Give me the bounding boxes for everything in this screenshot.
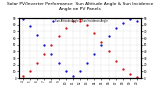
Sun Incidence Angle bbox=[50, 44, 52, 45]
Sun Altitude Angle bbox=[79, 71, 81, 72]
Sun Incidence Angle bbox=[65, 27, 67, 29]
Sun Altitude Angle bbox=[29, 25, 31, 27]
Sun Incidence Angle bbox=[29, 71, 31, 72]
Sun Incidence Angle bbox=[122, 68, 124, 69]
Sun Altitude Angle bbox=[72, 75, 74, 77]
Legend: Sun Altitude Angle, Sun Incidence Angle: Sun Altitude Angle, Sun Incidence Angle bbox=[52, 19, 108, 23]
Sun Incidence Angle bbox=[108, 51, 110, 52]
Sun Incidence Angle bbox=[43, 53, 45, 55]
Sun Altitude Angle bbox=[115, 27, 117, 29]
Sun Incidence Angle bbox=[36, 63, 38, 64]
Sun Incidence Angle bbox=[58, 35, 60, 37]
Line: Sun Incidence Angle: Sun Incidence Angle bbox=[22, 18, 138, 78]
Text: Solar PV/Inverter Performance  Sun Altitude Angle & Sun Incidence Angle on PV Pa: Solar PV/Inverter Performance Sun Altitu… bbox=[7, 2, 153, 11]
Sun Altitude Angle bbox=[108, 35, 110, 37]
Sun Altitude Angle bbox=[129, 19, 131, 20]
Sun Incidence Angle bbox=[72, 21, 74, 22]
Sun Incidence Angle bbox=[100, 41, 102, 43]
Sun Incidence Angle bbox=[129, 73, 131, 75]
Sun Incidence Angle bbox=[136, 76, 138, 77]
Sun Altitude Angle bbox=[22, 19, 24, 20]
Sun Altitude Angle bbox=[58, 63, 60, 64]
Sun Incidence Angle bbox=[22, 75, 24, 77]
Sun Altitude Angle bbox=[36, 34, 38, 35]
Sun Incidence Angle bbox=[93, 32, 95, 33]
Sun Incidence Angle bbox=[79, 19, 81, 20]
Sun Altitude Angle bbox=[93, 53, 95, 55]
Line: Sun Altitude Angle: Sun Altitude Angle bbox=[22, 18, 138, 77]
Sun Incidence Angle bbox=[86, 24, 88, 25]
Sun Altitude Angle bbox=[86, 63, 88, 64]
Sun Altitude Angle bbox=[136, 20, 138, 21]
Sun Altitude Angle bbox=[43, 44, 45, 45]
Sun Incidence Angle bbox=[115, 60, 117, 61]
Sun Altitude Angle bbox=[65, 71, 67, 72]
Sun Altitude Angle bbox=[122, 22, 124, 23]
Sun Altitude Angle bbox=[100, 44, 102, 45]
Sun Altitude Angle bbox=[50, 53, 52, 55]
